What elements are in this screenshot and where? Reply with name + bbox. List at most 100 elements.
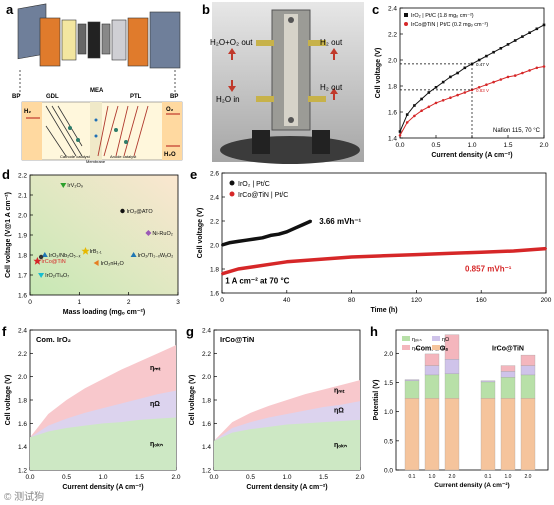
chart-e: e 0 40 80 120 160 200 1.6 1.8 2.0 2.2 2.4 2.6 Time (… (190, 167, 552, 314)
h-legend-label: ηₒₖₙ (412, 337, 422, 343)
f-ytick-label: 1.6 (18, 421, 27, 428)
h-legend-swatch (402, 345, 410, 350)
e-legend-marker (229, 191, 235, 197)
e-xaxis-label: Time (h) (370, 307, 397, 314)
h-bar-segment (480, 380, 496, 383)
g-band-area (214, 419, 360, 470)
panel-h: h 0.0 0.5 1.0 1.5 2.0 Potential (V) 0.1 1.0 2.0 0… (368, 322, 554, 500)
c-data-point (398, 134, 402, 137)
d-yaxis-label: Cell voltage (V@1 A cm⁻²) (5, 192, 12, 278)
watermark: © 测试狗 (4, 492, 45, 503)
f-band-area (30, 417, 176, 470)
d-point-label: IrV₂O₉ (67, 183, 83, 189)
c-data-point (499, 78, 503, 81)
c-data-point (535, 66, 539, 70)
bp-left-label: BP (12, 94, 20, 100)
d-point-label: IrCo@TiN (41, 259, 65, 265)
c-data-point (420, 97, 423, 101)
e-data-point (415, 253, 418, 256)
h2o-in-label: H₂O in (216, 95, 240, 104)
panel-f: f 0.0 0.5 1.0 1.5 2.0 1.2 1.4 1.6 1.8 2.0 2.2 2.4 Cu… (0, 322, 184, 500)
panel-a-label: a (6, 2, 14, 17)
panel-e: e 0 40 80 120 160 200 1.6 1.8 2.0 2.2 2.4 2.6 Time (… (186, 165, 554, 320)
e-data-point (447, 252, 450, 255)
e-data-point (350, 256, 353, 258)
h-legend-swatch (432, 336, 440, 341)
h-xtick-label: 1.0 (429, 474, 436, 480)
h-xtick-label: 1.0 (505, 474, 512, 480)
mea-label: MEA (90, 88, 104, 94)
e-annotation-condition: 1 A cm⁻² at 70 °C (225, 276, 289, 285)
d-plot-bg (30, 175, 178, 295)
h-legend-label: E₀ (442, 346, 448, 352)
f-band-label: ηₘₜ (150, 365, 161, 372)
d-xtick-label: 0 (28, 299, 32, 306)
d-point-label: Ni-RuO₂ (152, 231, 172, 237)
c-data-point (499, 47, 503, 50)
e-plot-frame (221, 172, 547, 294)
e-legend-marker (229, 180, 235, 186)
f-ytick-label: 1.8 (18, 398, 27, 405)
e-data-point (512, 250, 515, 252)
f-ytick-label: 2.4 (18, 328, 27, 335)
e-data-point (480, 251, 483, 254)
h-ytick-label: 2.0 (384, 351, 393, 358)
h-bar-segment (444, 398, 460, 471)
chart-c: c 0.0 0.5 1.0 1.5 2.0 1.4 1.6 1.8 2.0 2.2 2.4 Curre… (372, 2, 549, 159)
e-data-point (221, 272, 223, 275)
h-bar-segment (444, 373, 460, 399)
c-xtick-label: 0.5 (431, 142, 440, 149)
h-bar-segment (424, 374, 440, 399)
c-data-point (427, 91, 431, 94)
h-bar-segment (444, 334, 460, 360)
c-data-point (434, 86, 438, 89)
h-bar-segment (424, 398, 440, 471)
d-xtick-label: 3 (176, 299, 180, 306)
e-yaxis-label: Cell voltage (V) (197, 208, 204, 259)
g-xaxis-label: Current density (A cm⁻²) (246, 484, 327, 491)
c-callout: 0.83 V (476, 88, 489, 93)
f-xtick-label: 1.0 (98, 474, 107, 481)
gdl-label: GDL (46, 94, 59, 100)
c-data-point (449, 75, 452, 79)
e-data-point (277, 233, 280, 236)
d-data-point (41, 252, 48, 257)
h-bar-segment (500, 365, 516, 372)
e-data-point (229, 241, 232, 244)
h-legend-label: ηΩ (442, 337, 449, 343)
c-data-point (485, 54, 488, 58)
c-data-point (528, 31, 531, 34)
panel-d: d 0 1 2 3 1.6 1.7 1.8 1.9 2.0 2.1 2.2 Mass loading … (0, 165, 184, 320)
d-ytick-label: 2.0 (18, 213, 27, 220)
h-bar-segment (424, 365, 440, 376)
e-xtick-label: 160 (476, 297, 487, 304)
e-data-point (383, 254, 385, 257)
h2-left-label: H₂ (24, 109, 31, 115)
e-series-line (221, 219, 312, 247)
c-data-point (492, 80, 495, 84)
f-xtick-label: 1.5 (135, 474, 144, 481)
panel-g-label: g (186, 324, 194, 339)
c-data-point (405, 121, 409, 124)
c-data-point (477, 86, 481, 89)
e-data-point (285, 230, 288, 233)
d-ytick-label: 2.2 (18, 173, 27, 180)
f-ytick-label: 2.0 (18, 374, 27, 381)
d-ytick-label: 1.7 (18, 273, 27, 280)
e-data-point (293, 227, 296, 230)
c-data-point (485, 83, 488, 86)
c-data-point (456, 93, 459, 97)
g-yaxis-label: Cell voltage (V) (189, 375, 196, 426)
d-data-point (120, 208, 125, 214)
panel-e-label: e (190, 167, 197, 182)
h-bar-segment (520, 374, 536, 399)
h-plot-frame (395, 329, 549, 471)
e-data-point (285, 260, 288, 263)
f-ytick-label: 1.2 (18, 468, 27, 475)
c-legend-label: IrO₂ | Pt/C (1.8 mgₒ cm⁻²) (411, 13, 474, 19)
d-data-point (81, 247, 90, 255)
panel-b: b H₂O+O₂ out H₂ out H₂O in H₂ out (200, 0, 368, 165)
e-data-point (245, 239, 248, 242)
c-xtick-label: 2.0 (539, 142, 548, 149)
c-data-point (449, 96, 452, 99)
